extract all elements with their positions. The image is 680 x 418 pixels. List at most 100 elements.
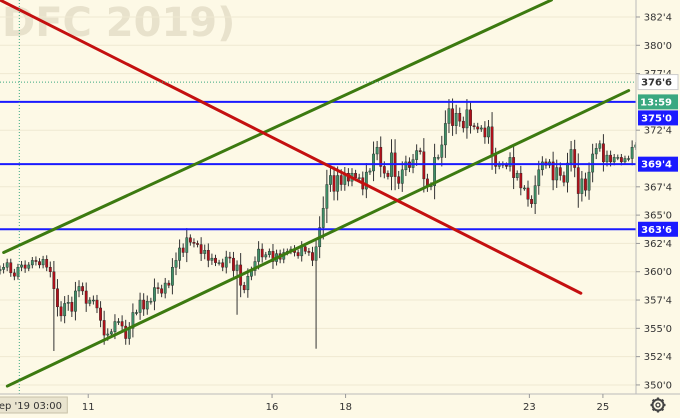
candle-body xyxy=(458,113,462,122)
candle-body xyxy=(228,256,232,259)
candle-body xyxy=(533,185,537,204)
candle-body xyxy=(321,208,325,228)
candle-body xyxy=(271,251,275,262)
price-tags: 376'6 13:59 375'0 369'4 363'6 xyxy=(637,74,679,237)
y-tick-label: 355'0 xyxy=(644,324,672,335)
x-tick-label: 11 xyxy=(82,402,95,413)
candle-body xyxy=(325,184,329,209)
candle-body xyxy=(558,167,562,176)
y-tick-label: 372'4 xyxy=(644,126,672,137)
candle-body xyxy=(41,259,45,266)
candle-body xyxy=(12,272,16,277)
candle-body xyxy=(379,146,383,167)
candle-body xyxy=(149,300,153,303)
y-tick-label: 362'4 xyxy=(644,239,672,250)
countdown-tag: 13:59 xyxy=(640,97,672,108)
candle-body xyxy=(174,260,178,268)
candle-body xyxy=(221,262,225,268)
candle-body xyxy=(605,154,609,163)
channel-lower xyxy=(5,89,631,388)
candle-body xyxy=(461,120,465,129)
candle-body xyxy=(562,175,566,183)
candle-body xyxy=(537,169,541,186)
candle-body xyxy=(135,312,138,314)
candle-body xyxy=(217,262,221,264)
candle-body xyxy=(142,299,146,310)
gear-tooth xyxy=(651,398,655,402)
candle-body xyxy=(311,252,314,261)
candle-body xyxy=(415,150,419,160)
y-tick-label: 367'4 xyxy=(644,182,672,193)
candle-body xyxy=(246,276,250,291)
current-price-tag-bg xyxy=(637,74,679,91)
candle-body xyxy=(612,157,616,163)
candle-body xyxy=(242,285,246,291)
candle-body xyxy=(584,178,587,191)
candle-body xyxy=(505,165,508,167)
x-start-label: 09 Sep '19 03:00 xyxy=(0,401,62,412)
downtrend-line xyxy=(0,0,583,295)
time-axis: 09 Sep '19 03:00 11 16 18 23 25 xyxy=(0,394,609,414)
candle-body xyxy=(23,264,27,269)
candle-body xyxy=(88,299,92,304)
candle-body xyxy=(508,157,512,167)
candle-body xyxy=(386,173,390,177)
candle-body xyxy=(59,306,63,317)
candle-body xyxy=(117,321,120,323)
countdown-tag-bg xyxy=(638,94,678,110)
candle-body xyxy=(519,173,523,189)
candle-body xyxy=(16,266,20,277)
candle-body xyxy=(594,148,598,155)
candle-body xyxy=(106,333,110,336)
candle-body xyxy=(163,282,167,294)
candle-body xyxy=(332,175,336,192)
candle-body xyxy=(375,146,379,155)
candle-body xyxy=(551,161,555,181)
candle-body xyxy=(52,271,56,289)
candle-body xyxy=(573,149,577,168)
candle-body xyxy=(102,320,106,336)
candle-body xyxy=(192,242,196,244)
candle-body xyxy=(382,166,386,174)
level-363-tag-bg xyxy=(638,221,678,237)
candle-body xyxy=(188,237,192,243)
y-tick-label: 357'4 xyxy=(644,296,672,307)
candle-body xyxy=(602,143,605,163)
candle-body xyxy=(451,108,454,126)
candle-body xyxy=(109,331,113,335)
candle-body xyxy=(397,176,401,184)
level-363-tag: 363'6 xyxy=(641,225,672,236)
candle-body xyxy=(185,237,189,253)
candle-body xyxy=(210,257,214,261)
candle-body xyxy=(48,266,52,272)
candle-body xyxy=(9,262,13,274)
candle-body xyxy=(616,157,620,159)
y-tick-label: 382'4 xyxy=(644,12,672,23)
candle-body xyxy=(418,150,422,152)
y-tick-label: 365'0 xyxy=(644,211,672,222)
candle-body xyxy=(526,187,530,200)
candle-body xyxy=(465,109,469,129)
candle-body xyxy=(440,144,444,158)
candle-body xyxy=(307,251,311,253)
candle-body xyxy=(443,123,447,146)
candle-body xyxy=(566,162,569,183)
candle-body xyxy=(469,109,472,126)
gear-icon-ring xyxy=(651,398,665,412)
gear-icon[interactable] xyxy=(650,397,666,413)
candle-body xyxy=(91,299,95,302)
x-start-label-bg xyxy=(0,396,68,414)
candle-body xyxy=(167,282,171,286)
candle-body xyxy=(171,266,174,286)
y-tick-label: 350'0 xyxy=(644,380,672,391)
candle-body xyxy=(27,264,31,269)
level-lines xyxy=(0,100,636,231)
trend-lines xyxy=(0,0,631,388)
candle-body xyxy=(336,175,340,192)
candle-body xyxy=(34,260,38,262)
candle-body xyxy=(303,246,307,252)
candle-body xyxy=(522,187,526,190)
watermark: DFC 2019) xyxy=(2,0,235,46)
candle-body xyxy=(160,288,164,294)
